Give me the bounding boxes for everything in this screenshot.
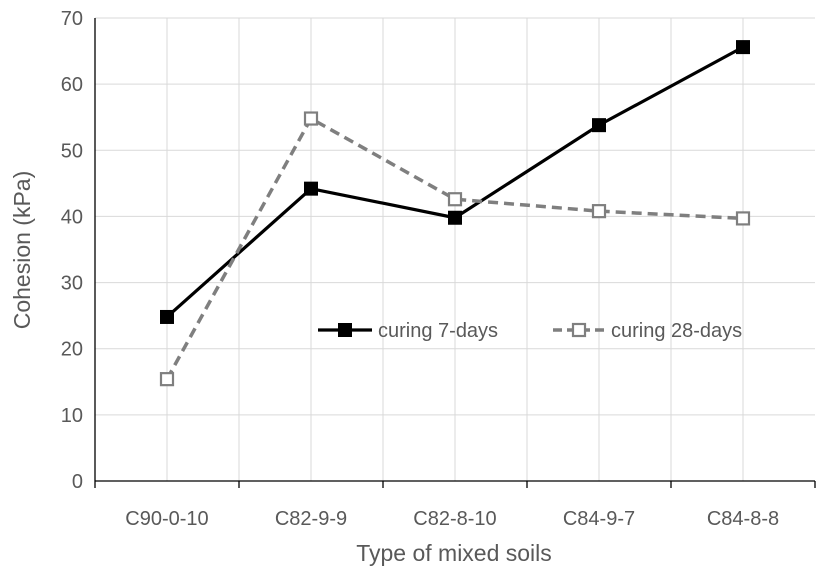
tick-labels: 0 10 20 30 40 50 60 70 C90-0-10 C82-9-9 C82-8-10 C8…: [61, 8, 779, 530]
axes: [94, 18, 816, 488]
y-tick-label: 40: [61, 206, 83, 228]
data-point-marker: [736, 40, 750, 55]
data-point-marker: [160, 309, 174, 324]
y-tick-label: 30: [61, 273, 83, 295]
data-point-marker: [447, 192, 463, 207]
gridlines: [95, 17, 815, 481]
x-axis-title: Type of mixed soils: [356, 540, 552, 566]
x-tick-label: C90-0-10: [125, 508, 208, 530]
series-line-2: [165, 116, 744, 380]
data-point-marker: [735, 211, 751, 226]
y-tick-label: 20: [61, 339, 83, 361]
data-point-marker: [448, 210, 462, 225]
data-point-marker: [159, 372, 175, 387]
x-tick-label: C82-9-9: [275, 508, 347, 530]
y-tick-label: 70: [61, 8, 83, 30]
legend-marker: [571, 322, 587, 338]
y-tick-label: 60: [61, 74, 83, 96]
x-tick-label: C84-9-7: [563, 508, 635, 530]
series-layer: [159, 40, 751, 387]
y-tick-label: 50: [61, 140, 83, 162]
legend-label-1: curing 7-days: [378, 320, 498, 342]
x-tick-label: C82-8-10: [413, 508, 496, 530]
x-tick-label: C84-8-8: [707, 508, 779, 530]
y-tick-label: 10: [61, 405, 83, 427]
data-point-marker: [591, 204, 607, 219]
legend-label-2: curing 28-days: [611, 320, 742, 342]
data-point-marker: [304, 181, 318, 196]
legend-marker: [338, 323, 352, 337]
data-point-marker: [303, 111, 319, 126]
legend: curing 7-days curing 28-days: [318, 320, 742, 342]
y-tick-label: 0: [72, 471, 83, 493]
y-axis-title: Cohesion (kPa): [9, 171, 35, 330]
data-point-marker: [592, 118, 606, 133]
